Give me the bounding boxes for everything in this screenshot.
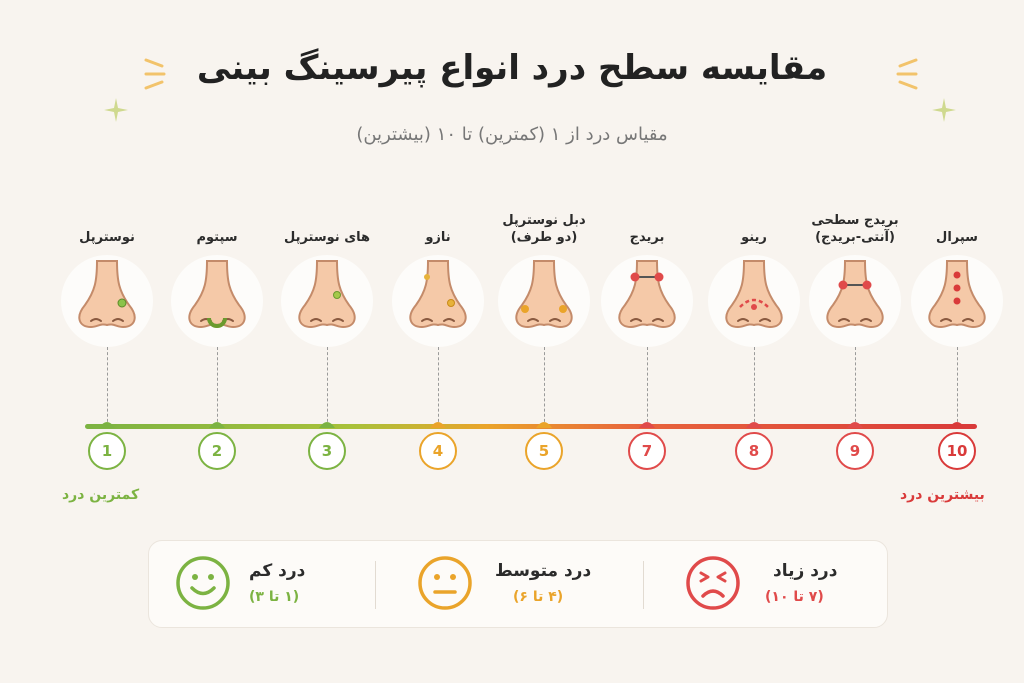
piercing-item: سپرال xyxy=(897,195,1017,427)
piercing-name: بریدج xyxy=(629,230,665,246)
connector-line xyxy=(437,347,439,427)
scale-tick-marker xyxy=(847,422,863,428)
legend-item-medium: درد متوسط (۴ تا ۶) xyxy=(417,555,627,615)
piercing-label: بریدج سطحی (آنتی-بریدج) xyxy=(795,195,915,247)
nose-piercing-illustration xyxy=(708,255,800,347)
legend-divider xyxy=(375,561,376,609)
scale-tick-marker xyxy=(746,422,762,428)
pain-level-badge: 1 xyxy=(88,432,126,470)
piercing-label: نازو xyxy=(378,195,498,247)
scale-tick-marker xyxy=(209,422,225,428)
connector-line xyxy=(956,347,958,427)
pain-level-badge: 5 xyxy=(525,432,563,470)
nose-piercing-illustration xyxy=(171,255,263,347)
sparkle-right-icon xyxy=(932,98,956,122)
legend-title: درد کم xyxy=(249,561,306,581)
piercing-name: رینو xyxy=(741,230,767,246)
smile-face-icon xyxy=(176,556,230,610)
scale-tick-marker xyxy=(319,422,335,428)
piercing-name: نوسترپل xyxy=(79,230,135,246)
piercing-name-detail: (دو طرف) xyxy=(510,230,578,246)
piercing-label: نوسترپل xyxy=(47,195,167,247)
pain-level-badge: 10 xyxy=(938,432,976,470)
nose-piercing-illustration xyxy=(392,255,484,347)
connector-line xyxy=(326,347,328,427)
piercing-label: سپرال xyxy=(897,195,1017,247)
page-title: مقایسه سطح درد انواع پیرسینگ بینی xyxy=(196,48,828,88)
legend-item-low: درد کم (۱ تا ۳) xyxy=(175,555,375,615)
sparkle-left-icon xyxy=(104,98,128,122)
piercing-name: بریدج سطحی xyxy=(811,212,899,228)
piercing-name: سپرال xyxy=(936,230,978,246)
nose-piercing-illustration xyxy=(911,255,1003,347)
pained-face-icon xyxy=(686,556,740,610)
connector-line xyxy=(646,347,648,427)
piercing-label: بریدج xyxy=(587,195,707,247)
connector-line xyxy=(543,347,545,427)
piercing-name: سپتوم xyxy=(196,230,238,246)
nose-piercing-illustration xyxy=(498,255,590,347)
pain-level-badge: 8 xyxy=(735,432,773,470)
connector-line xyxy=(753,347,755,427)
piercing-name-detail: (آنتی-بریدج) xyxy=(815,230,895,246)
legend-divider xyxy=(643,561,644,609)
piercing-name: دبل نوسترپل xyxy=(502,212,586,228)
piercing-item: نوسترپل xyxy=(47,195,167,427)
legend-title: درد متوسط xyxy=(495,561,592,581)
piercing-label: های نوسترپل xyxy=(267,195,387,247)
pain-level-badge: 7 xyxy=(628,432,666,470)
piercing-item: رینو xyxy=(694,195,814,427)
neutral-face-icon xyxy=(418,556,472,610)
scale-tick-marker xyxy=(99,422,115,428)
min-pain-label: کمترین درد xyxy=(62,487,140,503)
piercing-item: بریدج سطحی (آنتی-بریدج) xyxy=(795,195,915,427)
scale-tick-marker xyxy=(949,422,965,428)
pain-level-badge: 4 xyxy=(419,432,457,470)
legend-range: (۱ تا ۳) xyxy=(249,589,300,605)
piercing-name: نازو xyxy=(425,230,451,246)
piercing-item: سپتوم xyxy=(157,195,277,427)
scale-tick-marker xyxy=(536,422,552,428)
piercing-label: رینو xyxy=(694,195,814,247)
rays-left-icon xyxy=(144,58,166,90)
legend-title: درد زیاد xyxy=(773,561,838,581)
legend-range: (۴ تا ۶) xyxy=(513,589,564,605)
piercing-label: سپتوم xyxy=(157,195,277,247)
page-subtitle: مقیاس درد از ۱ (کمترین) تا ۱۰ (بیشترین) xyxy=(356,124,668,145)
piercing-item: های نوسترپل xyxy=(267,195,387,427)
rays-right-icon xyxy=(896,58,918,90)
piercing-item: دبل نوسترپل (دو طرف) xyxy=(484,195,604,427)
scale-tick-marker xyxy=(430,422,446,428)
legend-item-high: درد زیاد (۷ تا ۱۰) xyxy=(685,555,875,615)
legend: درد کم (۱ تا ۳) درد متوسط (۴ تا ۶) درد ز… xyxy=(148,540,888,628)
piercing-name: های نوسترپل xyxy=(283,230,371,246)
piercing-item: نازو xyxy=(378,195,498,427)
connector-line xyxy=(854,347,856,427)
pain-level-badge: 9 xyxy=(836,432,874,470)
connector-line xyxy=(106,347,108,427)
max-pain-label: بیشترین درد xyxy=(900,487,985,503)
nose-piercing-illustration xyxy=(809,255,901,347)
legend-range: (۷ تا ۱۰) xyxy=(765,589,824,605)
piercing-label: دبل نوسترپل (دو طرف) xyxy=(484,195,604,247)
connector-line xyxy=(216,347,218,427)
nose-piercing-illustration xyxy=(61,255,153,347)
nose-piercing-illustration xyxy=(281,255,373,347)
nose-piercing-illustration xyxy=(601,255,693,347)
piercing-item: بریدج xyxy=(587,195,707,427)
pain-level-badge: 3 xyxy=(308,432,346,470)
pain-level-badge: 2 xyxy=(198,432,236,470)
scale-tick-marker xyxy=(639,422,655,428)
